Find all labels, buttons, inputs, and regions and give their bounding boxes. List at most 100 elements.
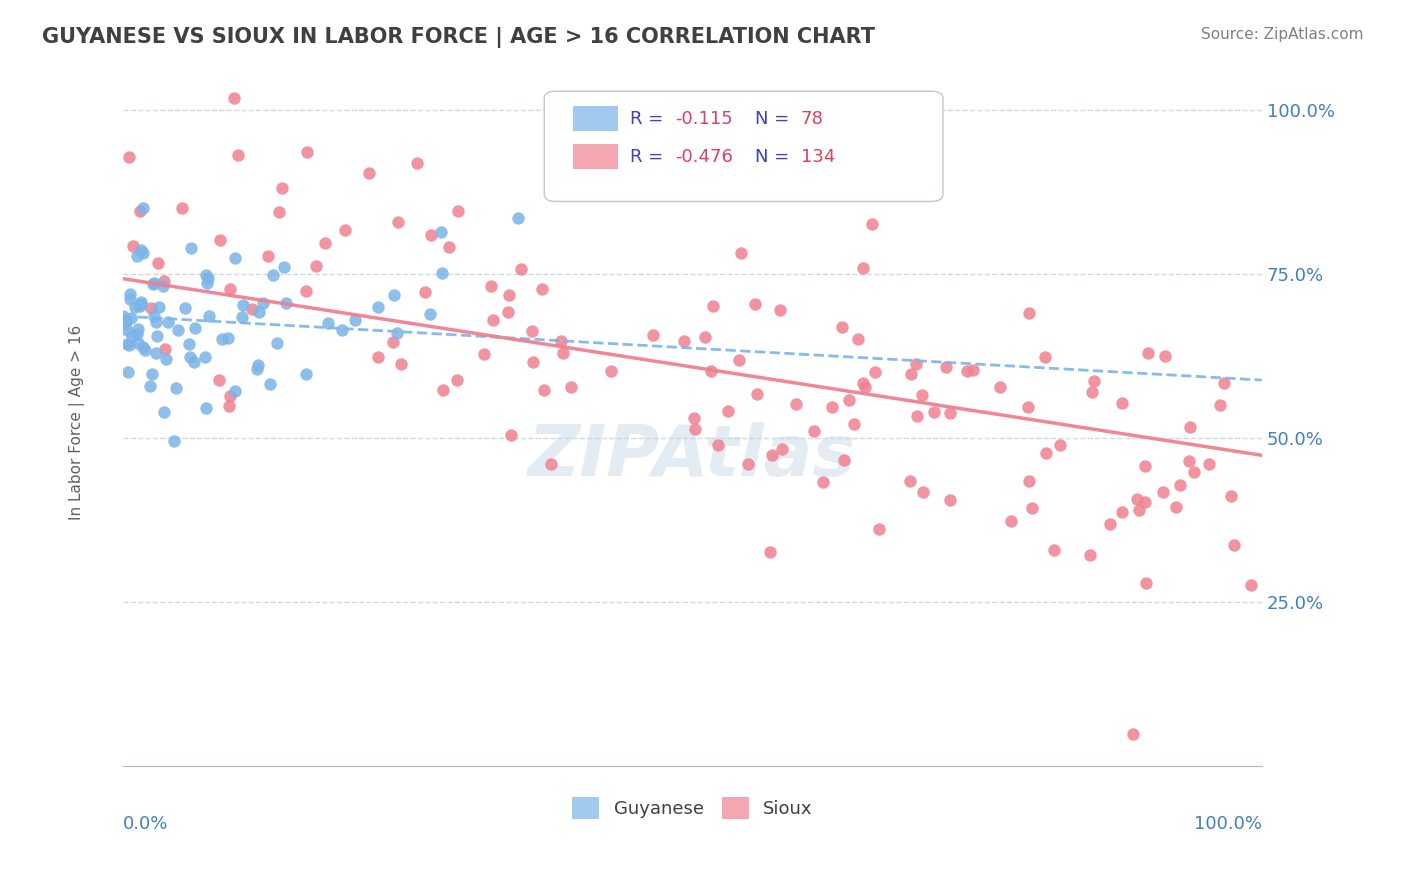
Sioux	[389, 357, 412, 371]
Sioux	[1135, 575, 1157, 590]
Sioux	[702, 299, 724, 313]
Guyanese	[246, 361, 269, 376]
Text: -0.476: -0.476	[675, 148, 733, 166]
Sioux	[695, 330, 717, 344]
Guyanese	[131, 295, 153, 310]
Guyanese	[184, 320, 207, 334]
Sioux	[745, 386, 768, 401]
Sioux	[413, 285, 436, 299]
Guyanese	[385, 326, 408, 340]
Sioux	[209, 233, 232, 247]
Sioux	[1035, 446, 1057, 460]
Sioux	[904, 357, 927, 371]
Guyanese	[183, 355, 205, 369]
Sioux	[821, 400, 844, 414]
Guyanese	[143, 310, 166, 324]
Bar	[572, 106, 619, 131]
Sioux	[1122, 726, 1144, 740]
Guyanese	[430, 225, 453, 239]
Sioux	[813, 475, 835, 489]
Sioux	[898, 474, 921, 488]
Text: GUYANESE VS SIOUX IN LABOR FORCE | AGE > 16 CORRELATION CHART: GUYANESE VS SIOUX IN LABOR FORCE | AGE >…	[42, 27, 875, 48]
Guyanese	[153, 405, 176, 419]
Guyanese	[155, 351, 177, 366]
Guyanese	[129, 243, 152, 257]
Text: N =: N =	[755, 148, 794, 166]
Sioux	[846, 332, 869, 346]
Sioux	[1021, 501, 1043, 516]
Sioux	[1133, 495, 1156, 509]
Sioux	[1111, 396, 1133, 410]
Sioux	[479, 279, 502, 293]
Sioux	[472, 347, 495, 361]
Guyanese	[194, 351, 217, 365]
Sioux	[672, 334, 695, 349]
Sioux	[129, 204, 152, 219]
Sioux	[155, 342, 177, 356]
Sioux	[218, 282, 240, 296]
Sioux	[1152, 484, 1174, 499]
Sioux	[1166, 500, 1188, 515]
Guyanese	[224, 384, 246, 399]
Sioux	[922, 405, 945, 419]
Guyanese	[252, 296, 274, 310]
Guyanese	[128, 299, 150, 313]
Sioux	[803, 425, 825, 439]
Sioux	[482, 312, 505, 326]
Sioux	[170, 201, 193, 215]
Sioux	[1078, 548, 1101, 562]
Guyanese	[316, 316, 339, 330]
Sioux	[714, 188, 737, 202]
Text: In Labor Force | Age > 16: In Labor Force | Age > 16	[69, 325, 86, 519]
Guyanese	[367, 300, 389, 314]
Sioux	[935, 359, 957, 374]
Sioux	[1017, 400, 1039, 414]
Sioux	[938, 493, 960, 508]
Sioux	[1125, 492, 1147, 507]
Sioux	[785, 397, 807, 411]
Sioux	[1239, 578, 1261, 592]
Sioux	[962, 362, 984, 376]
Sioux	[759, 544, 782, 558]
Sioux	[240, 302, 263, 317]
Guyanese	[163, 434, 186, 448]
Sioux	[432, 383, 454, 397]
Sioux	[844, 417, 866, 431]
Guyanese	[262, 268, 284, 283]
Sioux	[1018, 474, 1040, 488]
Sioux	[1137, 346, 1160, 360]
Sioux	[357, 166, 380, 180]
Guyanese	[148, 300, 170, 314]
Guyanese	[124, 300, 146, 314]
FancyBboxPatch shape	[544, 91, 943, 202]
Guyanese	[330, 323, 353, 337]
Sioux	[832, 453, 855, 467]
Guyanese	[246, 359, 269, 373]
Text: R =: R =	[630, 148, 669, 166]
Guyanese	[118, 338, 141, 352]
Guyanese	[131, 201, 153, 215]
Guyanese	[430, 266, 453, 280]
Sioux	[560, 380, 582, 394]
Sioux	[860, 217, 883, 231]
Guyanese	[174, 301, 197, 316]
Text: -0.115: -0.115	[675, 110, 733, 128]
Sioux	[685, 422, 707, 436]
Guyanese	[156, 315, 179, 329]
Sioux	[533, 383, 555, 397]
Guyanese	[506, 211, 529, 225]
Sioux	[1111, 505, 1133, 519]
Sioux	[522, 324, 544, 338]
Guyanese	[382, 288, 405, 302]
Sioux	[911, 485, 934, 500]
Sioux	[955, 364, 977, 378]
Sioux	[1209, 399, 1232, 413]
Guyanese	[143, 276, 166, 290]
Sioux	[1220, 489, 1243, 503]
Sioux	[228, 148, 250, 162]
Sioux	[439, 240, 461, 254]
Sioux	[1212, 376, 1234, 390]
Sioux	[863, 365, 886, 379]
Guyanese	[118, 286, 141, 301]
Bar	[572, 145, 619, 169]
